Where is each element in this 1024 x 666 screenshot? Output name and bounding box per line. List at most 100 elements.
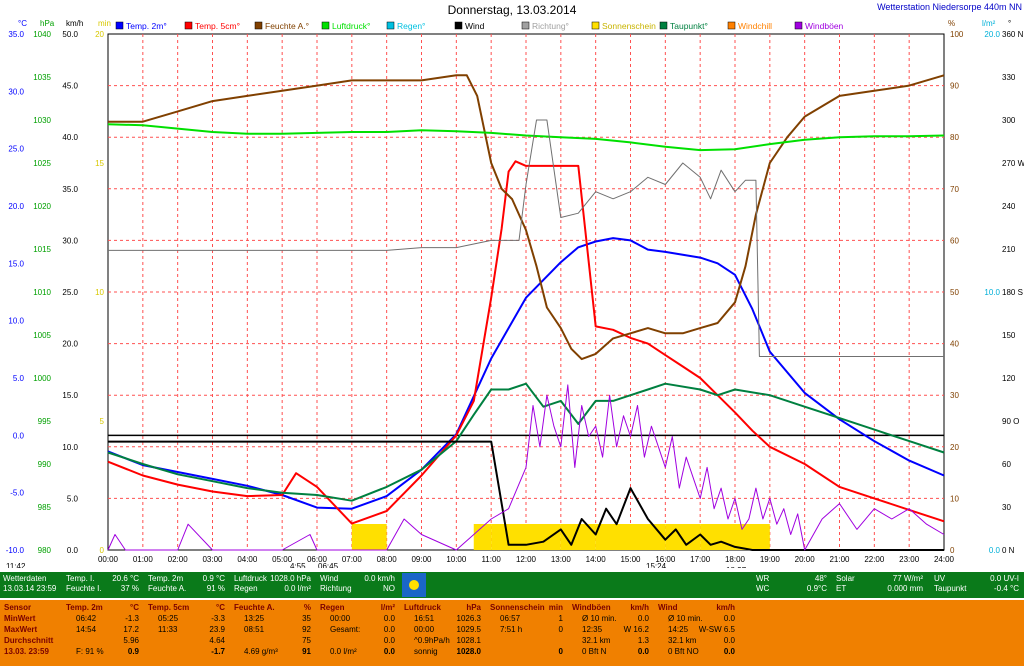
series-richtung-: [108, 119, 944, 357]
stat-row: 5.96: [123, 636, 139, 645]
sun_min-tick: 5: [100, 417, 105, 426]
legend-swatch: [794, 21, 803, 30]
sunshine-bar: [491, 524, 526, 550]
temp_c-tick: -5.0: [10, 489, 24, 498]
direction_deg-tick: 180 S: [1002, 288, 1023, 297]
stat-row: 0: [558, 647, 563, 656]
x-tick: 24:00: [934, 555, 955, 564]
solar-cell: Solar 77 W/m² ET 0.000 mm: [836, 574, 923, 593]
stat-row: 14:54 17.2: [76, 625, 139, 634]
time-annotation: 11:42: [6, 562, 26, 568]
direction_deg-tick: 30: [1002, 503, 1011, 512]
pressure-cell: Luftdruck 1028.0 hPa Regen 0.0 l/m²: [234, 574, 311, 593]
stat-row: [490, 635, 566, 646]
x-tick: 06:00: [307, 555, 328, 564]
humidity_pct-tick: 100: [950, 30, 964, 39]
legend-label: Wind: [465, 21, 485, 31]
stats-gusts: Windböen km/h Ø 10 min. 0.0 12:35 W 16.2 32.1 …: [572, 602, 652, 664]
legend-label: Windchill: [738, 21, 772, 31]
legend-label: Windböen: [805, 21, 844, 31]
x-tick: 18:00: [725, 555, 746, 564]
x-tick: 12:00: [516, 555, 537, 564]
weather-chart: Donnerstag, 13.03.2014 Wetterstation Nie…: [6, 2, 1024, 568]
stat-row: 00:00 1029.5: [414, 625, 481, 634]
stat-row: ^0.9hPa/h 1028.1: [414, 636, 481, 645]
humidity_pct-tick: 70: [950, 185, 959, 194]
sunshine-bar: [735, 524, 770, 550]
wind_kmh-tick: 10.0: [62, 443, 78, 452]
x-tick: 17:00: [690, 555, 711, 564]
legend-swatch: [454, 21, 463, 30]
legend-swatch: [321, 21, 330, 30]
x-tick: 09:00: [411, 555, 432, 564]
sun_min-tick: 10: [95, 288, 104, 297]
wind_kmh-tick: 15.0: [62, 391, 78, 400]
grid-lines: [108, 34, 944, 550]
temp_c-tick: 0.0: [13, 431, 25, 440]
series-luftdruck-: [107, 123, 945, 152]
direction_deg-tick: 270 W: [1002, 159, 1024, 168]
stat-row: 32.1 km 0.0: [668, 636, 735, 645]
temp_c-unit: °C: [18, 19, 27, 28]
wind_kmh-tick: 0.0: [67, 546, 79, 555]
stat-row: 16:51 1026.3: [414, 614, 481, 623]
stat-row: 06:57 1: [500, 614, 563, 623]
stat-row: 11:33 23.9: [158, 625, 225, 634]
wind_kmh-unit: km/h: [66, 19, 83, 28]
stat-row: 14:25 W-SW 6.5: [668, 625, 735, 634]
sunshine-bar: [473, 524, 492, 550]
legend-label: Sonnenschein: [602, 21, 656, 31]
humidity_pct-tick: 0: [950, 546, 955, 555]
temp_c-tick: 30.0: [8, 87, 24, 96]
station-name: Wetterstation Niedersorpe 440m NN: [877, 2, 1022, 12]
legend-label: Feuchte A.°: [265, 21, 309, 31]
stat-row: 75: [302, 636, 311, 645]
series-windb-en: [107, 384, 945, 551]
legend-label: Luftdruck°: [332, 21, 370, 31]
stat-row: 12:35 W 16.2: [582, 625, 649, 634]
x-tick: 14:00: [586, 555, 607, 564]
pressure_hpa-unit: hPa: [40, 19, 55, 28]
sunshine-bar: [665, 524, 701, 550]
rain_lm2-tick: 20.0: [984, 30, 1000, 39]
wind_kmh-tick: 20.0: [62, 340, 78, 349]
pressure_hpa-tick: 1040: [33, 30, 51, 39]
stat-row: 06:42 -1.3: [76, 614, 139, 623]
x-tick: 22:00: [864, 555, 885, 564]
stat-header: Luftdruck hPa: [404, 603, 481, 612]
pressure_hpa-tick: 1020: [33, 202, 51, 211]
temp_c-tick: -10.0: [6, 546, 25, 555]
direction_deg-tick: 330: [1002, 73, 1016, 82]
temp_c-tick: 10.0: [8, 317, 24, 326]
x-tick: 10:00: [446, 555, 467, 564]
x-tick: 11:00: [481, 555, 501, 564]
time-annotation: 18:27: [726, 566, 747, 568]
rain_lm2-tick: 10.0: [984, 288, 1000, 297]
stats-humidity: Feuchte A.% 13:25 35 08:51 92 75 4.69 g/m³ 91: [234, 602, 314, 664]
legend-swatch: [591, 21, 600, 30]
stat-row: 13:25 35: [244, 614, 311, 623]
stat-row: F: 91 % 0.9: [76, 647, 139, 656]
legend-swatch: [659, 21, 668, 30]
legend-swatch: [115, 21, 124, 30]
stat-header: Feuchte A.%: [234, 603, 311, 612]
humidity_pct-tick: 40: [950, 340, 959, 349]
stats-temp2m: Temp. 2m °C 06:42 -1.3 14:54 17.2 5.96 F: 91 % 0…: [66, 602, 142, 664]
stats-rain: Regen l/m² 00:00 0.0 Gesamt: 0.0 0.0 0.0 l/m² 0.…: [320, 602, 398, 664]
humidity_pct-unit: %: [948, 19, 955, 28]
outdoor-cell: Temp. 2m 0.9 °C Feuchte A. 91 %: [148, 574, 225, 593]
pressure_hpa-tick: 990: [38, 460, 52, 469]
direction_deg-tick: 90 O: [1002, 417, 1019, 426]
stats-row-labels: Sensor MinWert MaxWert Durchschnitt 13.0…: [4, 603, 54, 656]
temp_c-tick: 15.0: [8, 259, 24, 268]
direction_deg-tick: 240: [1002, 202, 1016, 211]
sunshine-bar: [595, 524, 631, 550]
direction_deg-tick: 210: [1002, 245, 1016, 254]
sun_min-unit: min: [98, 19, 111, 28]
pressure_hpa-tick: 1000: [33, 374, 51, 383]
x-tick: 20:00: [795, 555, 816, 564]
stats-temp5cm: Temp. 5cm °C 05:25 -3.3 11:33 23.9 4.64 -1.7: [148, 602, 228, 664]
x-tick: 13:00: [551, 555, 572, 564]
wind_kmh-tick: 50.0: [62, 30, 78, 39]
